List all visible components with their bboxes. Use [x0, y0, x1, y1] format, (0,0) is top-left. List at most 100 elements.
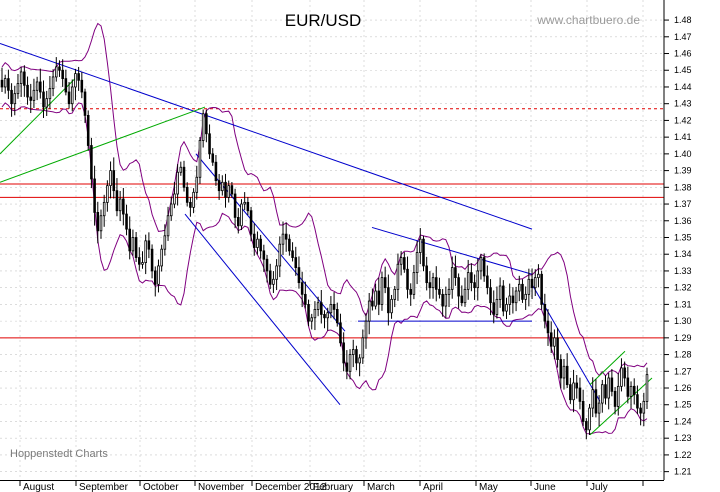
- candle-body: [173, 193, 176, 205]
- candle-body: [19, 71, 23, 85]
- y-tick-label: 1.39: [674, 166, 692, 176]
- trend-lines: [0, 43, 653, 436]
- candle-body: [492, 302, 496, 315]
- chart-title: EUR/USD: [285, 11, 362, 30]
- candle-body: [604, 384, 607, 399]
- candle-body: [361, 337, 365, 359]
- candle-body: [498, 285, 502, 300]
- candle-body: [549, 332, 553, 347]
- candle-body: [42, 91, 45, 108]
- candle-body: [166, 215, 170, 237]
- candle-body: [434, 277, 438, 290]
- y-tick-label: 1.32: [674, 283, 692, 293]
- y-tick-label: 1.35: [674, 232, 692, 242]
- candle-body: [106, 185, 109, 203]
- candle-body: [147, 240, 151, 250]
- candle-body: [150, 248, 154, 272]
- candle-body: [93, 178, 96, 213]
- y-tick-label: 1.45: [674, 65, 692, 75]
- candle-body: [371, 300, 374, 307]
- candle-body: [272, 278, 275, 285]
- candle-body: [502, 285, 505, 312]
- trend-line: [0, 106, 206, 183]
- candle-body: [227, 185, 230, 198]
- candle-body: [533, 277, 537, 289]
- candle-body: [291, 250, 294, 258]
- candle-body: [495, 298, 499, 315]
- candle-body: [122, 198, 125, 215]
- candle-body: [355, 349, 358, 364]
- candle-body: [546, 320, 550, 334]
- candle-body: [396, 263, 400, 290]
- candle-body: [278, 243, 282, 267]
- source-credit: Hoppenstedt Charts: [10, 448, 108, 460]
- trend-line: [371, 226, 533, 275]
- candle-body: [246, 201, 250, 212]
- y-tick-label: 1.23: [674, 433, 692, 443]
- candle-body: [632, 385, 636, 396]
- trend-line: [589, 350, 626, 386]
- x-tick-label: February: [313, 482, 353, 492]
- trend-line: [0, 43, 533, 230]
- candle-body: [454, 267, 457, 279]
- x-tick-label: August: [23, 482, 54, 492]
- candle-body: [629, 385, 633, 397]
- y-tick-label: 1.47: [674, 32, 692, 42]
- candle-body: [23, 71, 26, 86]
- candle-body: [581, 400, 585, 422]
- candle-body: [585, 421, 588, 431]
- candle-body: [393, 288, 397, 300]
- candle-body: [288, 238, 291, 252]
- candle-body: [256, 238, 259, 248]
- candle-body: [176, 171, 179, 195]
- candle-body: [310, 317, 314, 322]
- candle-body: [134, 237, 138, 258]
- candle-body: [645, 374, 649, 402]
- candle-body: [268, 270, 272, 285]
- trend-line: [195, 153, 346, 332]
- candle-body: [141, 262, 144, 265]
- x-axis: August September October November December 2…: [19, 480, 644, 492]
- candle-body: [64, 78, 68, 93]
- y-tick-label: 1.42: [674, 115, 692, 125]
- y-tick-label: 1.28: [674, 350, 692, 360]
- x-tick-label: November: [198, 482, 245, 492]
- candle-body: [463, 288, 467, 304]
- candle-body: [316, 302, 320, 310]
- candle-body: [380, 277, 384, 305]
- candle-body: [358, 357, 361, 364]
- candle-body: [594, 389, 598, 414]
- candle-body: [607, 377, 610, 399]
- candle-body: [0, 79, 4, 88]
- price-bars: [0, 57, 649, 440]
- candle-body: [572, 382, 575, 401]
- candle-body: [138, 257, 141, 265]
- candle-body: [367, 300, 371, 322]
- candle-body: [198, 140, 202, 178]
- upper-band: [1, 22, 648, 377]
- candle-body: [35, 81, 39, 91]
- candle-body: [329, 303, 333, 314]
- candle-body: [530, 278, 534, 289]
- candle-body: [307, 303, 310, 322]
- candle-body: [387, 287, 390, 314]
- candle-body: [489, 287, 492, 304]
- candle-body: [39, 81, 42, 93]
- candle-body: [470, 272, 473, 284]
- y-tick-label: 1.29: [674, 333, 692, 343]
- candle-body: [616, 385, 620, 407]
- candle-body: [61, 69, 64, 80]
- candle-body: [211, 153, 215, 163]
- candle-body: [217, 180, 221, 192]
- lower-band: [1, 102, 648, 435]
- candle-body: [10, 89, 13, 105]
- candle-body: [233, 193, 237, 218]
- candle-body: [403, 257, 406, 270]
- candle-body: [364, 320, 368, 339]
- y-tick-label: 1.30: [674, 316, 692, 326]
- x-tick-label: May: [479, 482, 498, 492]
- candle-body: [99, 215, 103, 232]
- candle-body: [466, 272, 470, 290]
